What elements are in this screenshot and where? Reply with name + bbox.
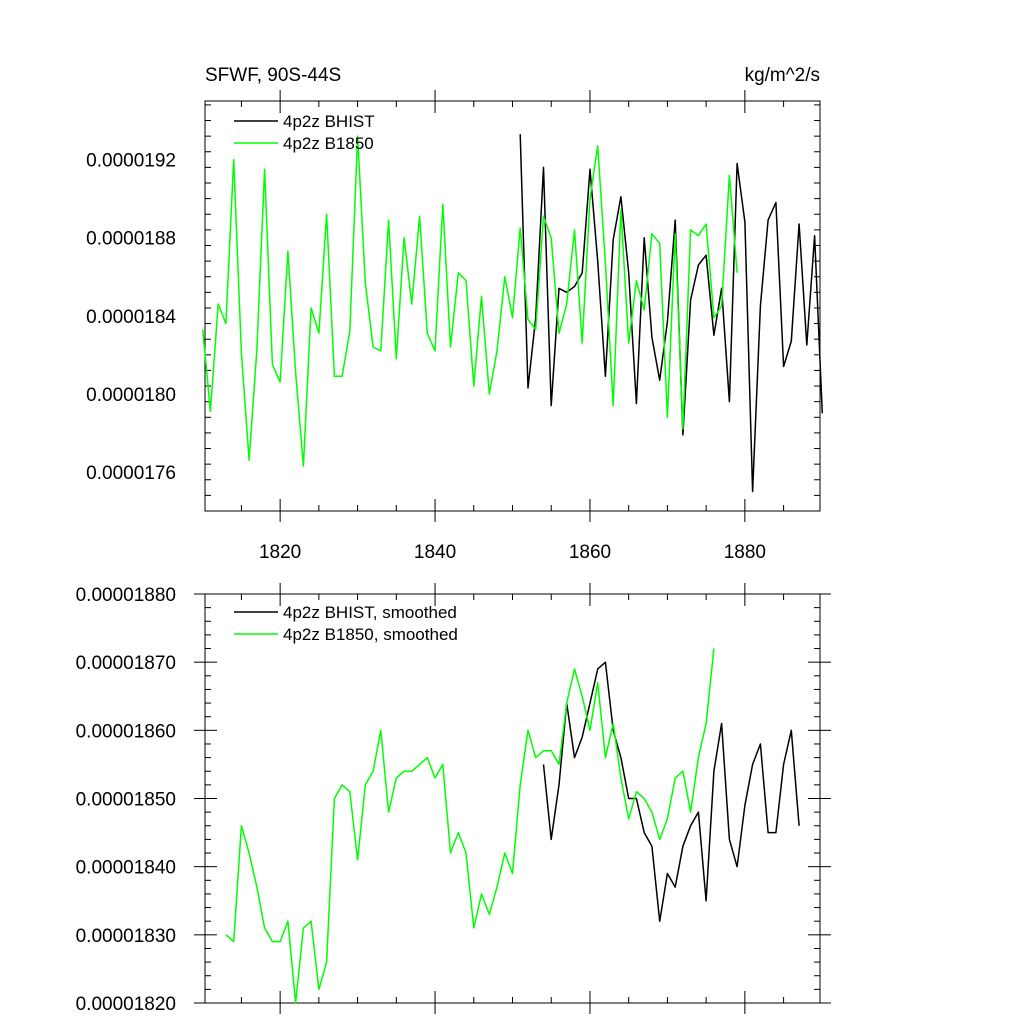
legend-label: 4p2z B1850 (283, 134, 374, 153)
chart-title: SFWF, 90S-44S (205, 65, 341, 86)
y-tick-label: 0.00001850 (76, 790, 176, 811)
series-line-b1850 (201, 135, 738, 467)
y-tick-label: 0.00001820 (76, 994, 176, 1015)
y-tick-label: 0.00001860 (76, 721, 176, 742)
series-line-bhist (519, 134, 824, 493)
y-tick-label: 0.0000176 (86, 463, 176, 484)
plot-frame (204, 593, 821, 1004)
series-line-bhist (542, 661, 800, 922)
y-tick-label: 0.0000188 (86, 229, 176, 250)
legend-label: 4p2z B1850, smoothed (283, 625, 458, 644)
bottom-chart-panel: 0.00001820 0.00001830 0.00001840 0.00001850… (76, 583, 831, 1015)
legend: 4p2z BHIST, smoothed 4p2z B1850, smoothed (234, 603, 458, 644)
y-tick-label: 0.00001830 (76, 926, 176, 947)
axis-ticks (205, 90, 820, 522)
y-tick-label: 0.00001880 (76, 585, 176, 606)
axis-ticks (194, 583, 831, 1014)
y-tick-label: 0.0000180 (86, 385, 176, 406)
y-tick-label: 0.0000184 (86, 307, 176, 328)
top-chart-panel: 0.0000176 0.0000180 0.0000184 0.0000188 0.00… (86, 65, 824, 563)
legend: 4p2z BHIST 4p2z B1850 (234, 112, 375, 153)
x-tick-label: 1860 (569, 542, 611, 563)
plot-frame (204, 100, 821, 512)
x-tick-label: 1840 (414, 542, 456, 563)
x-tick-label: 1880 (724, 542, 766, 563)
y-tick-label: 0.00001870 (76, 653, 176, 674)
legend-label: 4p2z BHIST, smoothed (283, 603, 457, 622)
legend-label: 4p2z BHIST (283, 112, 375, 131)
units-label: kg/m^2/s (745, 65, 820, 86)
y-tick-label: 0.00001840 (76, 858, 176, 879)
series-line-b1850 (225, 648, 715, 1004)
y-tick-label: 0.0000192 (86, 151, 176, 172)
x-tick-label: 1820 (259, 542, 301, 563)
